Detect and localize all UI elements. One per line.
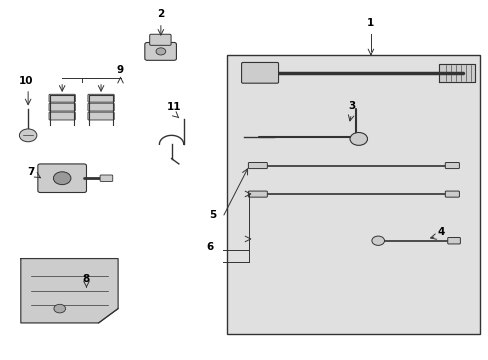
FancyBboxPatch shape xyxy=(88,103,114,111)
FancyBboxPatch shape xyxy=(88,94,114,102)
Text: 8: 8 xyxy=(82,274,90,284)
Text: 10: 10 xyxy=(19,76,33,86)
FancyBboxPatch shape xyxy=(227,55,479,334)
Text: 2: 2 xyxy=(157,9,164,19)
FancyBboxPatch shape xyxy=(49,112,75,120)
Text: 1: 1 xyxy=(366,18,374,28)
FancyBboxPatch shape xyxy=(38,164,86,193)
FancyBboxPatch shape xyxy=(149,34,171,45)
FancyBboxPatch shape xyxy=(445,191,458,197)
FancyBboxPatch shape xyxy=(447,238,459,244)
FancyBboxPatch shape xyxy=(144,42,176,60)
FancyBboxPatch shape xyxy=(241,63,278,83)
FancyBboxPatch shape xyxy=(248,191,267,197)
Circle shape xyxy=(371,236,384,246)
Circle shape xyxy=(20,129,37,142)
FancyBboxPatch shape xyxy=(49,94,75,102)
FancyBboxPatch shape xyxy=(445,162,458,168)
Polygon shape xyxy=(21,258,118,323)
FancyBboxPatch shape xyxy=(88,112,114,120)
Text: 3: 3 xyxy=(347,100,354,111)
FancyBboxPatch shape xyxy=(248,162,267,168)
Circle shape xyxy=(53,172,71,185)
Text: 4: 4 xyxy=(437,228,444,237)
FancyBboxPatch shape xyxy=(49,103,75,111)
Text: 11: 11 xyxy=(166,102,181,112)
Text: 6: 6 xyxy=(206,242,214,252)
Text: 5: 5 xyxy=(209,210,216,220)
Circle shape xyxy=(349,132,367,145)
Text: 9: 9 xyxy=(117,65,124,75)
Circle shape xyxy=(54,304,65,313)
FancyBboxPatch shape xyxy=(100,175,113,181)
Circle shape xyxy=(156,48,165,55)
Text: 7: 7 xyxy=(27,167,34,177)
